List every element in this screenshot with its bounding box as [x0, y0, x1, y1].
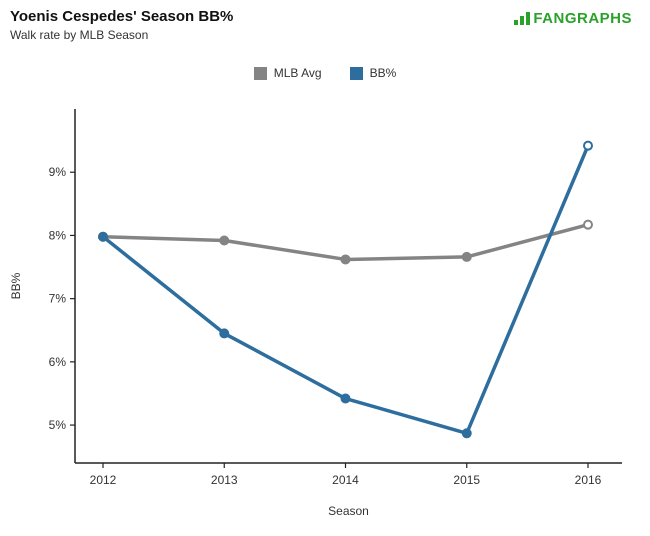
bar-chart-icon: [514, 12, 531, 25]
data-point-bb-: [583, 140, 593, 151]
line-chart-svg: 5% 6% 7% 8% 9% 2012 2013 2014 2015 2016 Season BB%: [9, 109, 622, 518]
data-point-bb-: [340, 393, 351, 404]
y-tick-label: 7%: [49, 292, 67, 306]
logo-text-fan: FAN: [533, 10, 565, 27]
x-tick-label: 2014: [332, 473, 359, 487]
x-tick-label: 2016: [575, 473, 602, 487]
data-point-bb-: [219, 328, 230, 339]
chart-subtitle: Walk rate by MLB Season: [10, 28, 149, 42]
chart-title: Yoenis Cespedes' Season BB%: [10, 8, 234, 25]
y-axis-title: BB%: [9, 272, 23, 299]
legend-label-bb: BB%: [369, 66, 397, 80]
data-point-bb-: [98, 231, 108, 242]
logo-text-graphs: GRAPHS: [564, 10, 632, 27]
data-point-bb-: [461, 428, 472, 439]
legend-label-mlb-avg: MLB Avg: [273, 66, 322, 80]
y-tick-label: 8%: [49, 228, 67, 242]
data-point-mlb-avg: [219, 235, 230, 246]
series-line-bb-: [101, 143, 590, 436]
chart-header: Yoenis Cespedes' Season BB% Walk rate by…: [10, 8, 233, 42]
x-tick-label: 2015: [453, 473, 480, 487]
legend-item-mlb-avg: MLB Avg: [253, 66, 322, 80]
series-line-mlb-avg: [101, 222, 590, 262]
chart-area: 5% 6% 7% 8% 9% 2012 2013 2014 2015 2016 Season BB%: [0, 95, 650, 536]
y-tick-label: 5%: [49, 418, 67, 432]
fangraphs-logo-text: FANGRAPHS: [533, 10, 632, 27]
legend-swatch-mlb-avg: [253, 66, 267, 80]
x-tick-label: 2013: [211, 473, 238, 487]
y-tick-label: 9%: [49, 165, 67, 179]
data-point-mlb-avg: [583, 219, 593, 230]
data-point-mlb-avg: [461, 251, 472, 262]
data-point-mlb-avg: [340, 254, 351, 265]
fangraphs-logo: FANGRAPHS: [514, 10, 632, 27]
chart-legend: MLB Avg BB%: [0, 66, 650, 80]
x-tick-label: 2012: [90, 473, 117, 487]
x-axis-title: Season: [328, 504, 369, 518]
legend-item-bb: BB%: [349, 66, 397, 80]
y-tick-label: 6%: [49, 355, 67, 369]
legend-swatch-bb: [349, 66, 363, 80]
